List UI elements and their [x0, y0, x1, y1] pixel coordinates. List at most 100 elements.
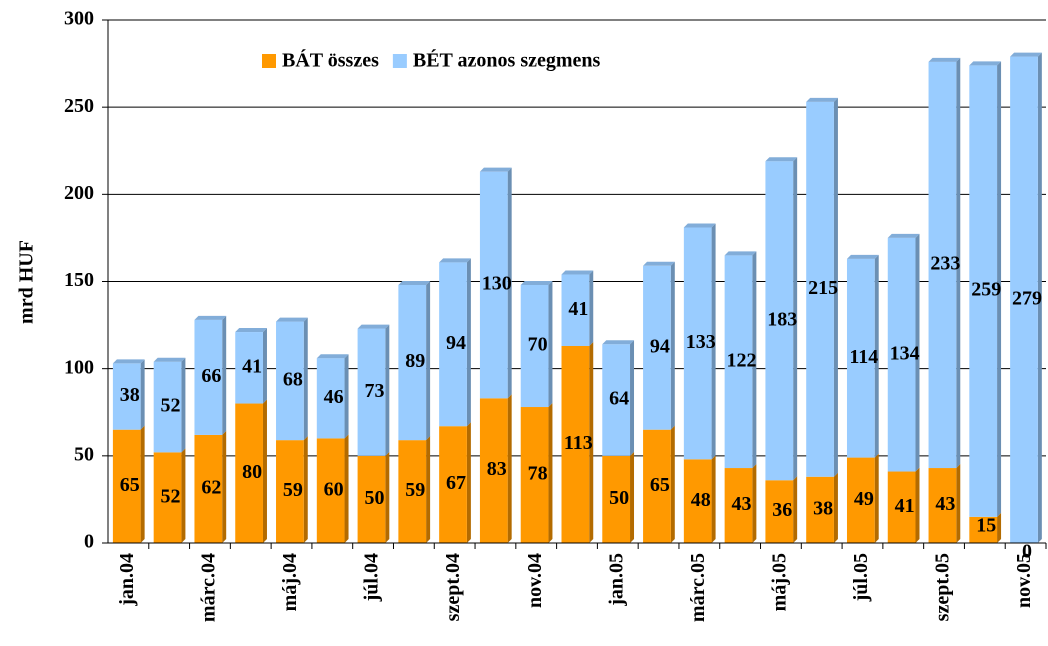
data-label: 59 [283, 479, 303, 501]
data-label: 259 [971, 279, 1001, 301]
bar-segment [561, 342, 594, 543]
data-label: 279 [1012, 287, 1042, 309]
bar-segment [357, 451, 390, 543]
x-tick-label: jan.05 [605, 553, 627, 607]
data-label: 38 [813, 497, 833, 519]
data-label: 183 [767, 308, 797, 330]
data-label: 46 [324, 386, 344, 408]
data-label: 38 [120, 384, 140, 406]
legend-swatch [262, 54, 276, 68]
data-label: 68 [283, 368, 303, 390]
bar-segment [643, 425, 675, 543]
bar-segment [765, 476, 798, 543]
legend-label: BÁT összes [282, 49, 379, 72]
data-label: 41 [895, 495, 915, 517]
data-label: 62 [201, 477, 221, 499]
bar-segment [194, 315, 227, 435]
bar-segment [398, 280, 431, 441]
bar-segment [887, 233, 920, 472]
bar-segment [112, 425, 145, 543]
data-label: 60 [324, 478, 344, 500]
data-label: 48 [691, 489, 711, 511]
x-tick-label: júl.05 [850, 553, 872, 602]
bar-segment [520, 403, 553, 543]
data-label: 83 [487, 458, 507, 480]
data-label: 65 [120, 474, 140, 496]
bar-segment [806, 97, 838, 477]
bar-segment [479, 394, 512, 543]
data-label: 36 [772, 499, 792, 521]
x-tick-label: szept.05 [932, 553, 954, 621]
x-tick-label: nov.04 [524, 553, 546, 608]
data-label: 73 [364, 380, 384, 402]
bar-segment [846, 453, 879, 543]
data-label: 41 [242, 355, 262, 377]
bar-segment [969, 61, 1002, 517]
legend-swatch [392, 54, 407, 68]
bar-segment [316, 354, 349, 439]
data-label: 233 [930, 253, 960, 275]
y-tick-label: 50 [74, 443, 94, 465]
data-label: 134 [890, 342, 920, 364]
x-tick-label: nov.05 [1013, 553, 1035, 608]
data-label: 41 [568, 298, 588, 320]
data-label: 52 [161, 485, 181, 507]
bar-segment [683, 455, 716, 543]
y-tick-label: 150 [64, 269, 94, 291]
data-label: 0 [1022, 541, 1032, 563]
bar-segment [602, 340, 635, 456]
bar-segment [398, 436, 431, 543]
bar-segment [276, 317, 308, 441]
data-label: 50 [364, 487, 384, 509]
x-tick-label: júl.04 [361, 553, 383, 602]
x-tick-label: jan.04 [116, 553, 138, 607]
bar-segment [724, 464, 757, 543]
y-tick-label: 200 [64, 182, 94, 204]
data-label: 50 [609, 487, 629, 509]
bar-segment [846, 254, 879, 458]
bar-segment [602, 451, 635, 543]
data-label: 113 [564, 432, 593, 454]
bar-segment [112, 359, 145, 430]
data-label: 52 [161, 395, 181, 417]
x-tick-label: máj.04 [279, 553, 301, 611]
bar-segment [683, 223, 716, 460]
y-tick-label: 0 [84, 531, 94, 553]
bar-segment [724, 251, 757, 469]
bar-segment [316, 434, 349, 543]
data-label: 70 [528, 334, 548, 356]
bar-segment [235, 328, 267, 404]
bar-segment [276, 436, 308, 543]
data-label: 130 [482, 273, 512, 295]
data-label: 122 [726, 349, 756, 371]
data-label: 65 [650, 474, 670, 496]
y-tick-label: 100 [64, 356, 94, 378]
y-tick-label: 300 [64, 8, 94, 30]
data-label: 67 [446, 472, 466, 494]
bar-segment [643, 261, 675, 430]
data-label: 15 [976, 514, 996, 536]
data-label: 43 [935, 493, 955, 515]
x-tick-label: máj.05 [769, 553, 791, 611]
bar-segment [479, 167, 512, 399]
data-label: 43 [731, 493, 751, 515]
bar-segment [1010, 52, 1042, 544]
x-tick-label: márc.05 [687, 553, 709, 622]
bar-segment [153, 357, 186, 453]
bar-segment [765, 157, 798, 481]
data-label: 78 [528, 463, 548, 485]
data-label: 64 [609, 388, 629, 410]
bar-segment [561, 270, 594, 347]
data-label: 89 [405, 350, 425, 372]
data-label: 80 [242, 461, 262, 483]
data-label: 114 [849, 346, 878, 368]
data-label: 59 [405, 479, 425, 501]
y-axis-label: mrd HUF [16, 240, 38, 324]
bar-segment [520, 280, 553, 408]
bar-segment [969, 512, 1002, 543]
data-label: 94 [650, 335, 670, 357]
bar-segment [194, 430, 227, 543]
x-tick-label: márc.04 [198, 553, 220, 622]
y-tick-label: 250 [64, 95, 94, 117]
